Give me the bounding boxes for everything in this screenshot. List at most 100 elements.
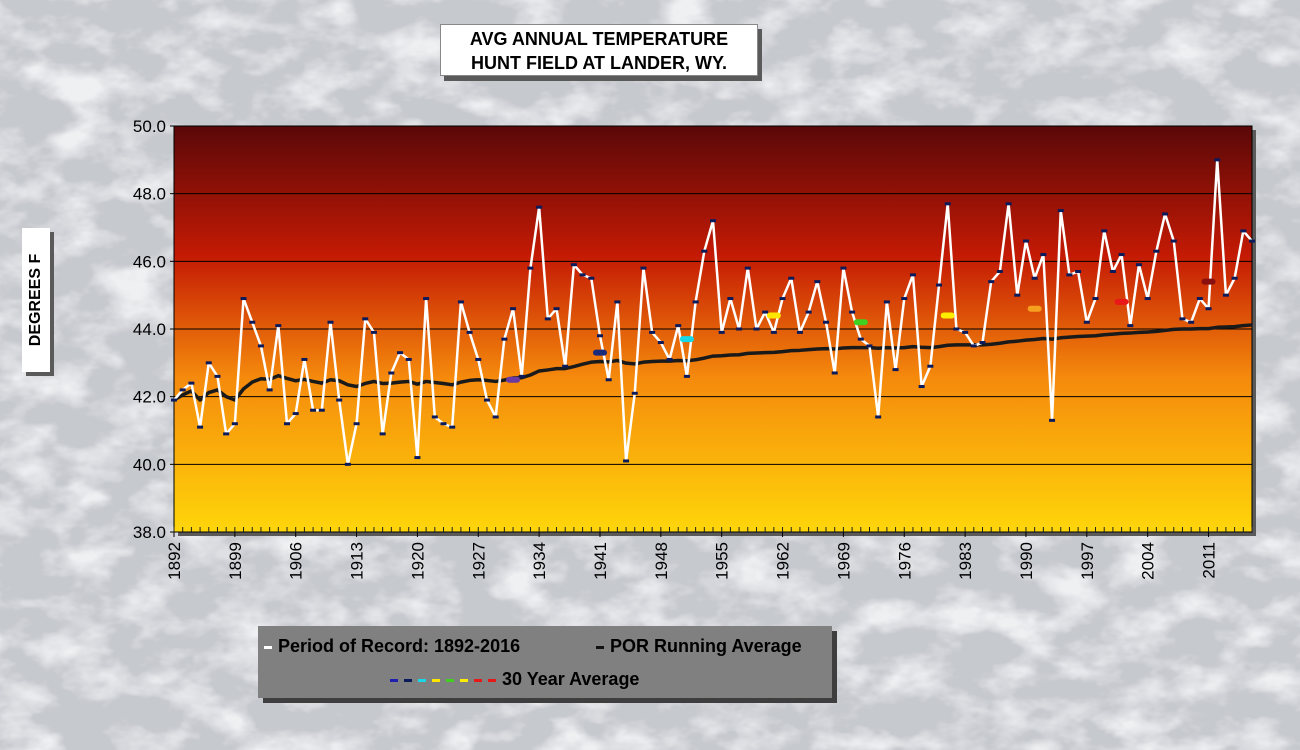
annual-point	[779, 297, 786, 301]
annual-point	[962, 330, 969, 334]
legend-label-thirty: 30 Year Average	[502, 669, 640, 689]
thirty-year-average-marker	[1114, 298, 1129, 305]
annual-point	[1092, 297, 1099, 301]
legend-item-running: POR Running Average	[596, 636, 802, 657]
annual-point	[1196, 297, 1203, 301]
annual-point	[970, 344, 977, 348]
x-tick-label: 1906	[287, 542, 306, 580]
thirty-year-average-marker	[853, 319, 868, 326]
annual-point	[1031, 276, 1038, 280]
annual-point	[1049, 418, 1056, 422]
annual-point	[1231, 276, 1238, 280]
annual-point	[1222, 293, 1229, 297]
annual-point	[770, 330, 777, 334]
annual-point	[727, 297, 734, 301]
thirty-year-average-marker	[1201, 278, 1216, 285]
series-line-running-average	[173, 323, 1253, 402]
x-tick-label: 2011	[1200, 542, 1219, 579]
annual-point	[996, 269, 1003, 273]
annual-point	[510, 307, 517, 311]
annual-point	[370, 330, 377, 334]
x-tick-label: 1990	[1017, 542, 1036, 580]
annual-point	[918, 385, 925, 389]
annual-point	[1066, 273, 1073, 277]
x-tick-label: 2004	[1139, 542, 1158, 580]
y-tick-label: 46.0	[133, 252, 166, 271]
legend-label-running: POR Running Average	[610, 636, 802, 656]
annual-point	[692, 300, 699, 304]
x-tick-label: 1976	[895, 542, 914, 580]
annual-point	[318, 408, 325, 412]
x-tick-label: 1962	[774, 542, 793, 580]
annual-point	[379, 432, 386, 436]
annual-point	[1162, 212, 1169, 216]
annual-point	[588, 276, 595, 280]
annual-point	[849, 310, 856, 314]
annual-point	[423, 297, 430, 301]
annual-point	[1057, 209, 1064, 213]
annual-point	[562, 364, 569, 368]
annual-point	[675, 324, 682, 328]
annual-point	[1101, 229, 1108, 233]
y-tick-label: 38.0	[133, 523, 166, 542]
annual-point	[388, 371, 395, 375]
legend-dash-3	[418, 678, 426, 682]
annual-point	[1214, 158, 1221, 162]
annual-point	[831, 371, 838, 375]
annual-point	[440, 422, 447, 426]
annual-point	[883, 300, 890, 304]
annual-point	[631, 391, 638, 395]
annual-point	[414, 456, 421, 460]
annual-point	[518, 374, 525, 378]
annual-point	[796, 330, 803, 334]
y-tick-label: 42.0	[133, 388, 166, 407]
annual-point	[1153, 249, 1160, 253]
legend-dash-6	[460, 678, 468, 682]
annual-point	[457, 300, 464, 304]
annual-point	[683, 374, 690, 378]
annual-point	[171, 398, 177, 402]
annual-point	[205, 361, 212, 365]
y-tick-label: 40.0	[133, 455, 166, 474]
annual-point	[857, 337, 864, 341]
annual-point	[466, 330, 473, 334]
annual-point	[710, 219, 716, 223]
annual-point	[257, 344, 264, 348]
x-tick-label: 1934	[530, 542, 549, 580]
annual-point	[475, 357, 482, 361]
annual-point	[596, 334, 603, 338]
annual-point	[814, 280, 821, 284]
annual-point	[979, 341, 986, 345]
annual-point	[240, 297, 247, 301]
annual-point	[1022, 239, 1029, 243]
annual-point	[223, 432, 230, 436]
annual-point	[718, 330, 725, 334]
legend-dash-2	[404, 678, 412, 682]
annual-point	[310, 408, 317, 412]
annual-point	[1240, 229, 1247, 233]
x-tick-label: 1899	[226, 542, 245, 580]
series	[171, 158, 1255, 466]
legend-dash-1	[390, 678, 398, 682]
annual-point	[492, 415, 499, 419]
legend-label-annual: Period of Record: 1892-2016	[278, 636, 521, 656]
annual-point	[936, 283, 943, 287]
thirty-year-average-marker	[940, 312, 955, 319]
annual-point	[649, 330, 656, 334]
x-tick-label: 1913	[348, 542, 367, 580]
annual-point	[501, 337, 508, 341]
annual-point	[1135, 263, 1142, 267]
legend-dash-5	[446, 678, 454, 682]
annual-point	[1188, 320, 1195, 324]
thirty-year-average-marker	[1027, 305, 1042, 312]
y-tick-label: 48.0	[133, 185, 166, 204]
x-tick-label: 1927	[469, 542, 488, 580]
annual-point	[666, 357, 673, 361]
annual-point	[1040, 253, 1047, 257]
x-tick-label: 1955	[713, 542, 732, 580]
annual-point	[301, 357, 308, 361]
annual-point	[823, 320, 830, 324]
annual-point	[1118, 253, 1125, 257]
annual-point	[336, 398, 343, 402]
annual-point	[275, 324, 282, 328]
